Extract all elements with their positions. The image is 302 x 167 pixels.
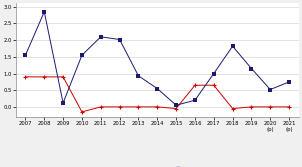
- Legend: Évolution du point d'indice, Inflation (IPC): Évolution du point d'indice, Inflation (…: [99, 165, 216, 167]
